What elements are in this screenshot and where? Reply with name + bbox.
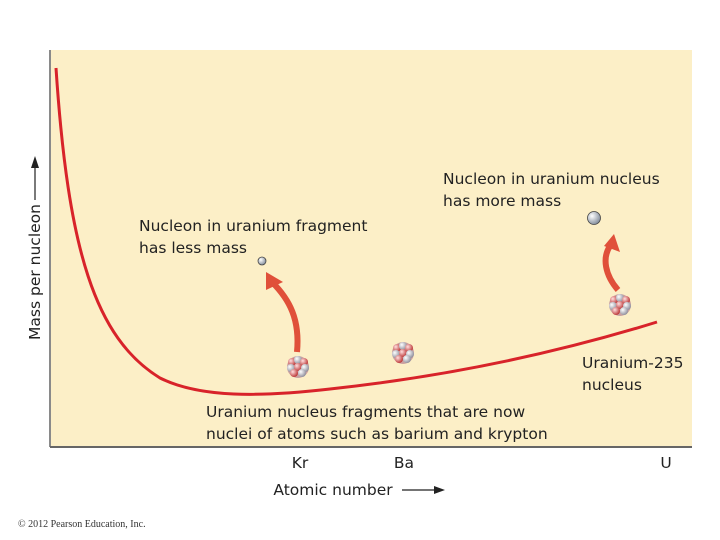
nucleon	[257, 256, 267, 266]
annotation: has less mass	[139, 239, 247, 257]
annotation: Uranium-235	[582, 354, 683, 372]
arrow	[269, 279, 301, 353]
annotation: nuclei of atoms such as barium and krypt…	[206, 425, 548, 443]
nucleon	[587, 211, 601, 225]
nucleus	[392, 342, 414, 364]
arrow	[602, 244, 621, 292]
plot-panel	[50, 50, 692, 447]
annotation: Nucleon in uranium nucleus	[443, 170, 660, 188]
nucleus	[609, 294, 631, 316]
arrowhead	[266, 272, 283, 290]
arrowhead	[604, 234, 620, 252]
x-axis-label: Atomic number	[273, 481, 393, 499]
annotation: has more mass	[443, 192, 561, 210]
copyright: © 2012 Pearson Education, Inc.	[18, 519, 146, 530]
annotation: Nucleon in uranium fragment	[139, 217, 367, 235]
arrowhead	[31, 156, 39, 168]
x-marker: Ba	[394, 454, 414, 472]
nucleus	[287, 356, 309, 378]
y-axis-label: Mass per nucleon	[26, 204, 44, 340]
arrowhead	[434, 486, 445, 494]
annotation: Uranium nucleus fragments that are now	[206, 403, 525, 421]
curve	[54, 67, 658, 396]
x-marker: U	[660, 454, 671, 472]
annotation: nucleus	[582, 376, 642, 394]
x-marker: Kr	[292, 454, 309, 472]
